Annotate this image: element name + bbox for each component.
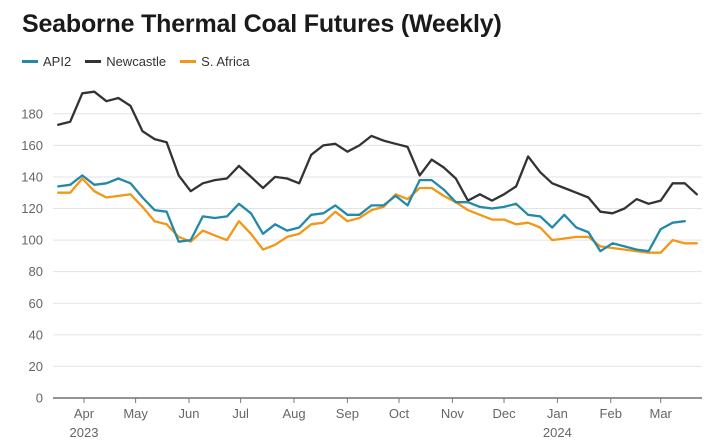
legend-label-api2: API2 — [43, 54, 72, 69]
y-tick-label-40: 40 — [29, 327, 43, 342]
x-tick-label-sep: Sep — [336, 406, 359, 421]
x-tick-label-oct: Oct — [389, 406, 410, 421]
y-tick-label-140: 140 — [21, 169, 43, 184]
legend-item-s-africa[interactable]: S. Africa — [180, 54, 250, 69]
y-tick-label-0: 0 — [36, 391, 43, 406]
legend-item-api2[interactable]: API2 — [22, 54, 71, 69]
x-tick-label-nov: Nov — [441, 406, 465, 421]
legend-label-s-africa: S. Africa — [201, 54, 250, 69]
legend-swatch-s-africa — [180, 60, 197, 63]
y-tick-label-100: 100 — [21, 233, 43, 248]
x-tick-label-jul: Jul — [232, 406, 249, 421]
x-tick-label-jun: Jun — [179, 406, 200, 421]
y-tick-label-20: 20 — [29, 359, 43, 374]
y-tick-label-160: 160 — [21, 138, 43, 153]
legend-swatch-newcastle — [85, 60, 102, 63]
y-tick-label-120: 120 — [21, 201, 43, 216]
series-line-api2 — [57, 174, 686, 253]
x-tick-label-mar: Mar — [649, 406, 672, 421]
x-tick-label-apr: Apr — [74, 406, 95, 421]
x-tick-label-dec: Dec — [492, 406, 516, 421]
x-tick-label-aug: Aug — [282, 406, 305, 421]
series-line-newcastle — [57, 90, 698, 215]
x-tick-label-feb: Feb — [600, 406, 622, 421]
legend-swatch-api2 — [22, 60, 38, 63]
legend-item-newcastle[interactable]: Newcastle — [85, 54, 166, 69]
x-year-label-2024: 2024 — [543, 425, 572, 440]
y-tick-label-60: 60 — [29, 296, 43, 311]
x-year-label-2023: 2023 — [70, 425, 99, 440]
legend-label-newcastle: Newcastle — [106, 54, 167, 69]
x-tick-label-jan: Jan — [547, 406, 568, 421]
legend: API2 Newcastle S. Africa — [22, 54, 264, 69]
x-tick-label-may: May — [123, 406, 148, 421]
series-line-s-africa — [57, 177, 698, 254]
chart-title: Seaborne Thermal Coal Futures (Weekly) — [22, 10, 502, 38]
y-tick-label-180: 180 — [21, 106, 43, 121]
y-tick-label-80: 80 — [29, 264, 43, 279]
